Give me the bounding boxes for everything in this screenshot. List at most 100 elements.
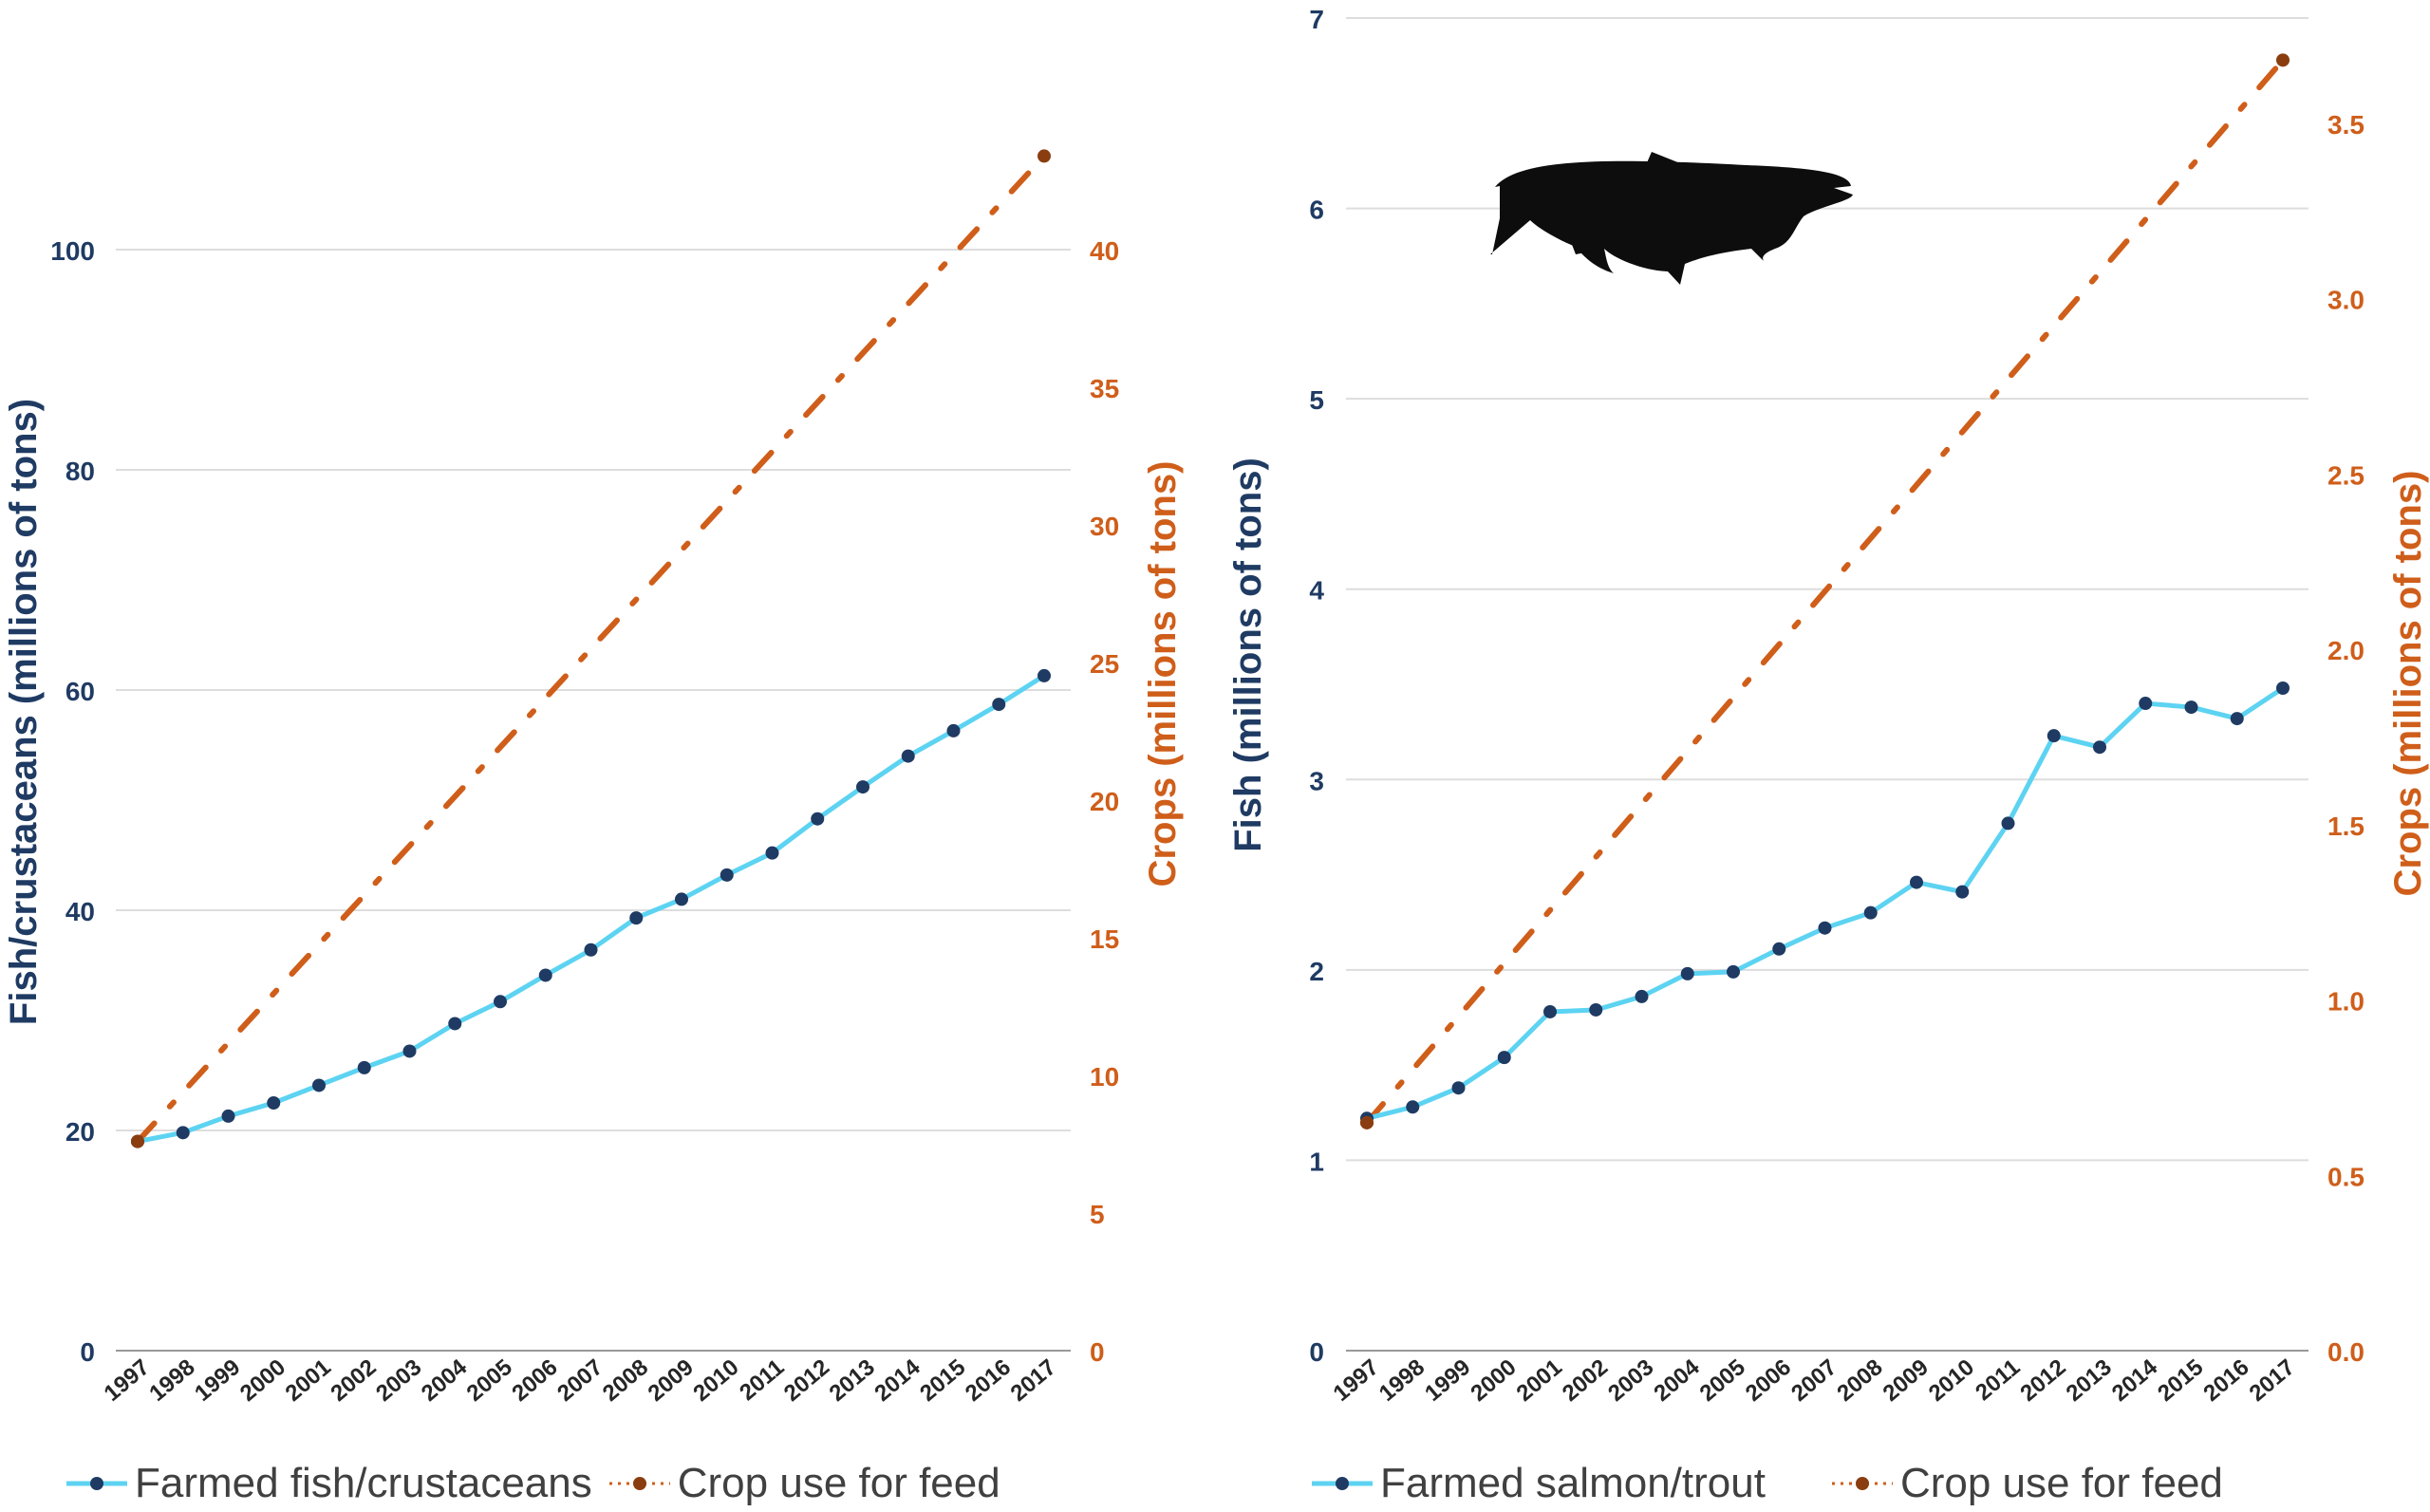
x-tick-label: 2011 [1971,1354,2025,1406]
legend-right: Farmed salmon/trout Crop use for feed [1312,1457,2223,1510]
y-axis-title-right: Crops (millions of tons) [2387,471,2429,897]
x-tick-label: 2005 [462,1354,517,1407]
y-tick-label-right: 2.0 [2327,636,2365,665]
x-tick-label: 2013 [825,1354,880,1407]
y-tick-label-right: 35 [1090,374,1119,403]
y-tick-label-right: 0.5 [2327,1162,2365,1191]
crop-series-line [1364,57,2286,1126]
fish-data-point [1037,668,1051,682]
fish-data-point [992,698,1006,712]
crop-data-point [131,1134,144,1148]
legend-swatch-crop-right [1831,1477,1893,1490]
x-tick-label: 2016 [2198,1354,2253,1407]
fish-data-point [811,812,825,826]
x-tick-label: 2000 [1466,1354,1521,1407]
x-tick-label: 1999 [1420,1354,1475,1407]
fish-data-point [675,892,688,906]
fish-data-point [2093,740,2106,755]
y-tick-label-left: 7 [1309,5,1324,34]
x-tick-label: 2012 [2015,1354,2070,1407]
y-tick-label-right: 5 [1090,1200,1105,1229]
fish-data-point [1451,1081,1466,1095]
fish-data-point [946,723,961,737]
y-tick-label-left: 100 [50,236,95,266]
x-tick-label: 2015 [915,1354,970,1407]
fish-data-point [494,995,507,1009]
y-tick-label-right: 15 [1090,924,1119,954]
x-tick-label: 2012 [779,1354,834,1407]
y-tick-label-right: 30 [1090,512,1119,541]
x-tick-label: 2017 [1006,1354,1061,1407]
x-tick-label: 2010 [1924,1354,1979,1407]
fish-data-point [1818,921,1832,935]
y-tick-label-left: 40 [65,897,95,926]
legend-item-crop: Crop use for feed [608,1460,1000,1507]
x-tick-label: 2001 [281,1354,336,1407]
x-tick-label: 2002 [326,1354,381,1407]
x-tick-label: 2002 [1558,1354,1613,1407]
y-tick-label-right: 3.0 [2327,286,2365,315]
fish-data-point [1406,1100,1420,1114]
legend-label-crop: Crop use for feed [677,1460,1000,1506]
crop-data-point [2276,53,2290,67]
x-tick-label: 1998 [144,1354,199,1407]
x-tick-label: 2013 [2062,1354,2117,1407]
legend-label-crop-right: Crop use for feed [1899,1460,2223,1506]
fish-data-point [176,1126,190,1140]
fish-series-line [137,673,1046,1145]
y-tick-label-left: 4 [1309,576,1324,606]
x-tick-label: 2014 [2107,1353,2163,1406]
y-tick-label-right: 3.5 [2327,110,2365,140]
fish-data-point [357,1060,371,1074]
y-tick-label-left: 20 [65,1117,95,1147]
x-tick-label: 2006 [1741,1354,1796,1407]
fish-data-point [856,780,869,794]
fish-data-point [1589,1002,1603,1017]
fish-data-point [720,868,734,882]
x-tick-label: 2011 [735,1354,789,1406]
crop-data-point [1037,149,1051,163]
fish-data-point [312,1078,326,1092]
y-tick-label-right: 2.5 [2327,460,2365,490]
fish-data-point [538,968,552,982]
y-tick-label-left: 0 [1309,1337,1324,1367]
x-tick-label: 2017 [2245,1354,2300,1407]
legend-label-fish: Farmed fish/crustaceans [135,1460,592,1506]
fish-data-point [2047,729,2061,743]
x-tick-label: 2015 [2153,1354,2208,1407]
legend-left: Farmed fish/crustaceans Crop use for fee… [66,1457,1000,1510]
x-tick-label: 2005 [1695,1354,1750,1407]
x-tick-label: 2007 [552,1354,608,1407]
fish-data-point [2139,697,2153,711]
y-axis-title-right: Crops (millions of tons) [1142,461,1184,887]
x-tick-label: 2014 [869,1353,925,1406]
legend-swatch-salmon [1312,1477,1373,1490]
fish-data-point [267,1096,281,1110]
y-tick-label-left: 5 [1309,385,1324,415]
salmon-silhouette-icon [1490,152,1853,285]
x-tick-label: 1999 [190,1354,245,1407]
x-tick-label: 2009 [1879,1354,1934,1407]
y-tick-label-left: 0 [80,1337,95,1367]
y-axis-title-left: Fish (millions of tons) [1227,457,1269,852]
x-tick-label: 2000 [235,1354,290,1407]
fish-data-point [402,1044,417,1058]
x-tick-label: 2004 [1649,1353,1705,1406]
legend-label-salmon: Farmed salmon/trout [1380,1460,1766,1506]
x-tick-label: 2001 [1512,1354,1567,1407]
y-tick-label-right: 25 [1090,649,1119,679]
fish-data-point [221,1109,235,1123]
y-tick-label-left: 60 [65,677,95,706]
x-tick-label: 2016 [961,1354,1016,1407]
legend-swatch-fish [66,1477,127,1490]
y-tick-label-right: 1.5 [2327,812,2365,841]
x-tick-label: 2008 [1832,1354,1887,1407]
x-tick-label: 1997 [100,1354,155,1407]
fish-data-point [1543,1004,1557,1018]
y-tick-label-right: 10 [1090,1062,1119,1092]
x-tick-label: 2007 [1786,1354,1841,1407]
x-tick-label: 2003 [1603,1354,1658,1407]
fish-data-point [2001,816,2015,831]
fish-data-point [2184,700,2198,715]
fish-data-point [2230,712,2244,726]
